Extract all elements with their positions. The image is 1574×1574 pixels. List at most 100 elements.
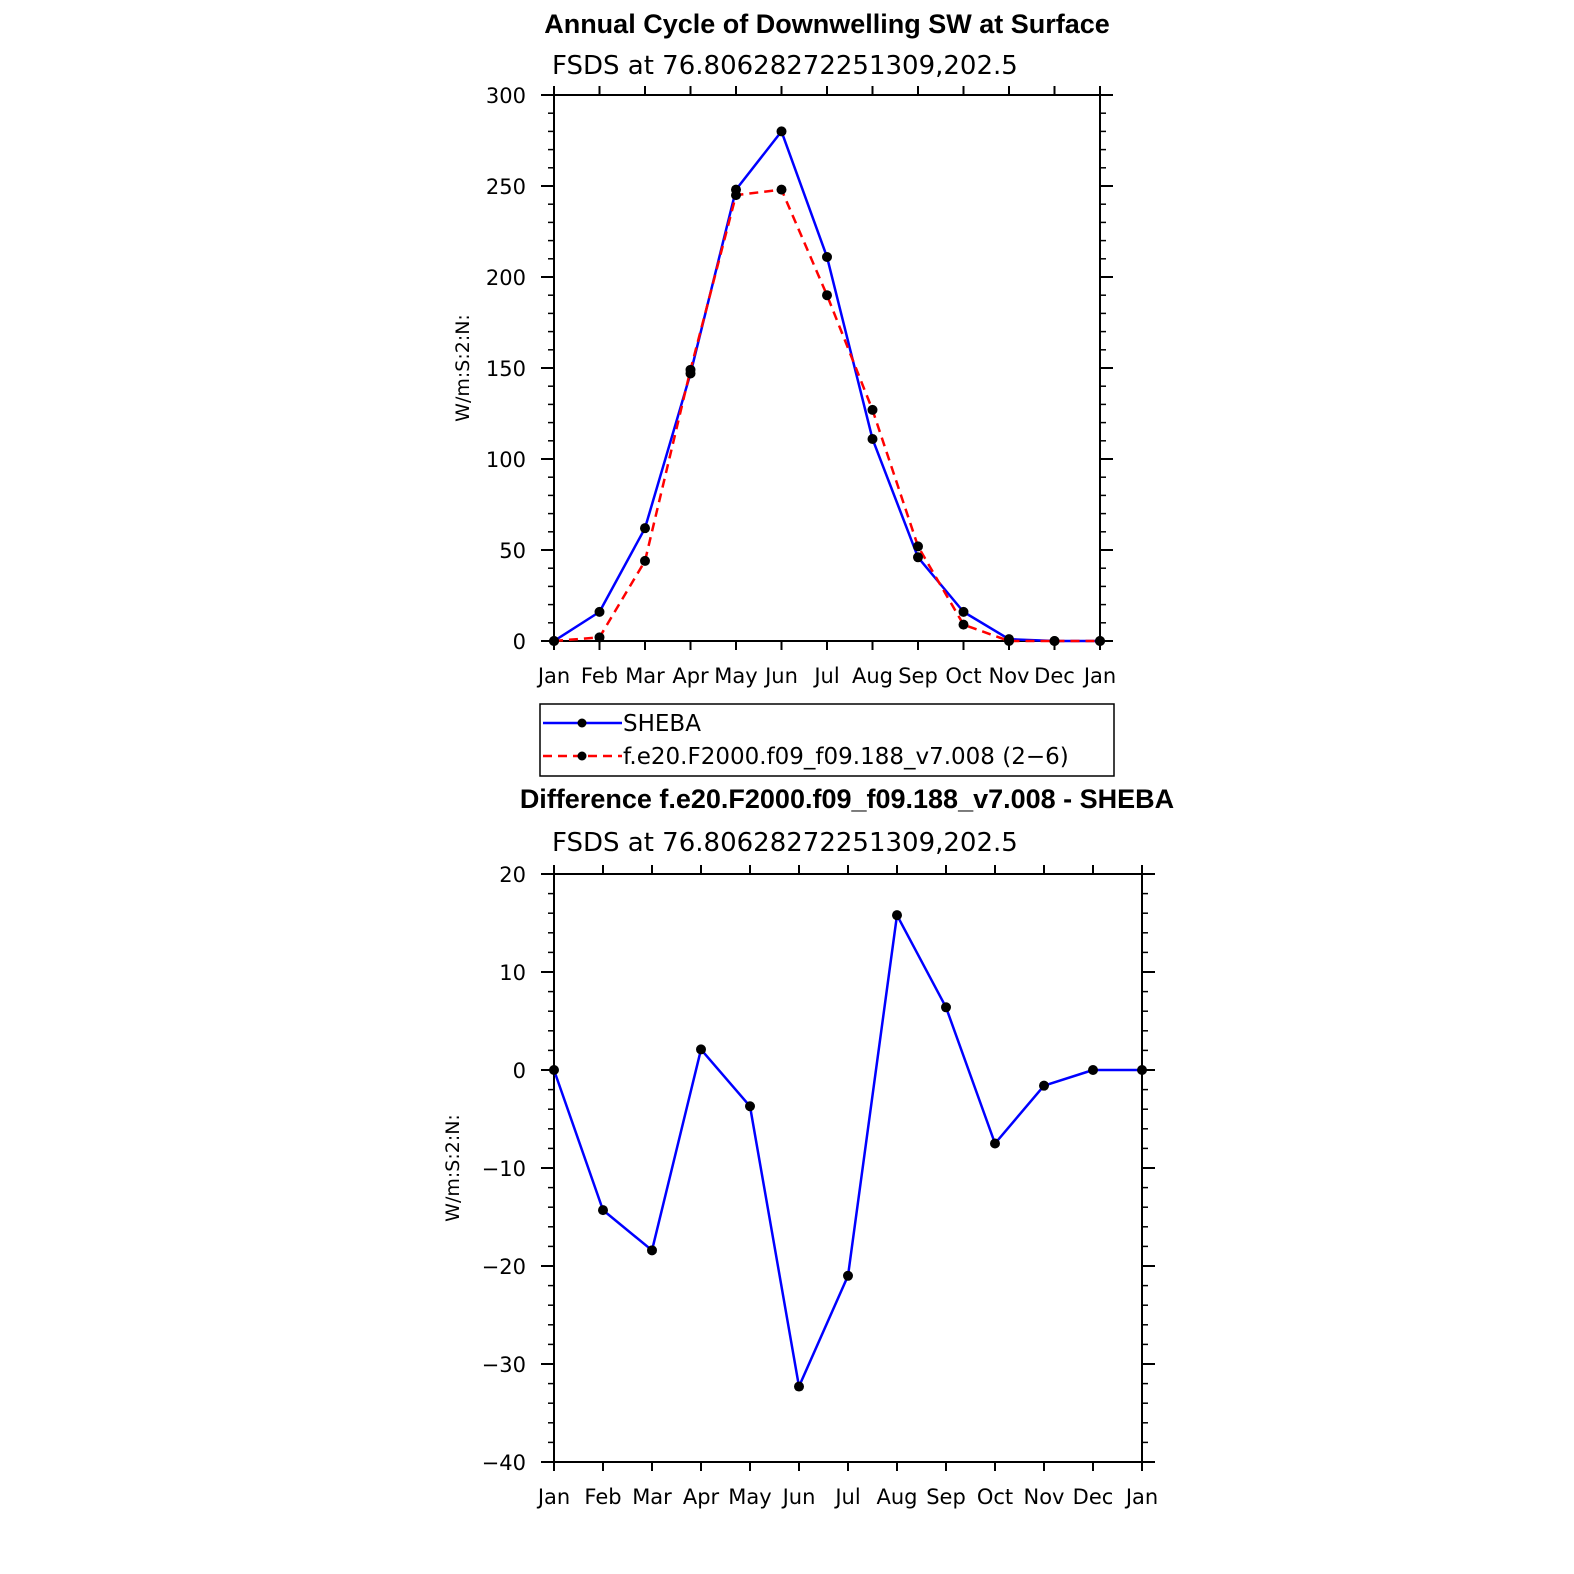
data-point [892,910,902,921]
y-tick-label: −40 [482,1451,526,1475]
data-point [1137,1065,1147,1075]
data-point [776,184,787,195]
data-point [867,433,878,444]
y-tick-labels: −40 −30 −20 −10 0 10 20 [482,863,526,1475]
data-point [1095,636,1105,646]
y-tick-label: 20 [499,863,526,887]
data-point [822,290,832,301]
data-point [958,606,969,617]
data-point [1004,636,1014,646]
data-point [549,636,559,646]
legend-marker-model [577,751,587,761]
data-point [958,619,969,630]
y-tick-label: 50 [499,539,526,563]
x-tick-label: Mar [625,664,665,688]
series-line-0 [552,913,1142,1388]
data-point [745,1101,755,1112]
x-tick-labels: Jan Feb Mar Apr May Jun Jul Aug Sep Oct Nov Dec Jan [536,1485,1158,1509]
data-point [647,1245,657,1256]
annual-cycle-chart: Annual Cycle of Downwelling SW at Surfac… [452,9,1116,777]
series-line-0 [553,130,1100,643]
chart-title: Annual Cycle of Downwelling SW at Surfac… [544,9,1110,39]
x-tick-label: Jan [536,1485,570,1509]
x-tick-label: Jan [536,664,570,688]
data-point [549,1065,559,1075]
x-tick-label: Oct [977,1485,1013,1509]
ticks [541,86,1113,650]
y-tick-label: 300 [486,84,526,108]
x-tick-label: Feb [581,664,618,688]
legend-label-model: f.e20.F2000.f09_f09.188_v7.008 (2−6) [623,744,1069,770]
ticks [541,865,1155,1471]
data-points [549,910,1147,1392]
x-tick-label: Aug [876,1485,917,1509]
x-tick-label: Jan [1082,664,1116,688]
legend: SHEBA f.e20.F2000.f09_f09.188_v7.008 (2−… [539,703,1115,777]
x-tick-label: Apr [672,664,709,688]
data-point [913,541,923,552]
data-point [990,1138,1000,1149]
data-point [794,1381,804,1392]
data-point [731,190,741,201]
data-point [594,606,605,617]
data-point [941,1002,951,1013]
data-point [594,632,605,643]
x-tick-label: Jun [763,664,798,688]
x-tick-label: Jun [781,1485,816,1509]
chart-subtitle: FSDS at 76.80628272251309,202.5 [552,51,1018,81]
data-point [867,404,878,415]
x-tick-label: Apr [683,1485,720,1509]
data-point [776,126,787,137]
data-point [1049,636,1060,646]
difference-chart: Difference f.e20.F2000.f09_f09.188_v7.00… [442,784,1174,1509]
y-tick-label: 200 [486,266,526,290]
x-tick-label: Sep [926,1485,966,1509]
data-point [1039,1080,1049,1091]
y-tick-label: 10 [499,961,526,985]
y-axis-label: W/m:S:2:N: [452,314,474,422]
data-point [685,364,696,375]
data-point [640,555,650,566]
chart-subtitle: FSDS at 76.80628272251309,202.5 [552,828,1018,858]
x-tick-label: Mar [632,1485,672,1509]
data-point [913,552,923,563]
y-tick-label: −30 [482,1353,526,1377]
data-point [843,1270,853,1281]
x-tick-label: Dec [1034,664,1075,688]
x-tick-labels: Jan Feb Mar Apr May Jun Jul Aug Sep Oct Nov Dec Jan [536,664,1116,688]
data-points [549,126,1105,646]
x-tick-label: Dec [1073,1485,1114,1509]
y-tick-label: 0 [513,630,526,654]
data-point [598,1205,608,1216]
legend-label-sheba: SHEBA [623,711,701,737]
y-tick-label: 250 [486,175,526,199]
series-lines [552,913,1142,1388]
chart-title: Difference f.e20.F2000.f09_f09.188_v7.00… [520,784,1174,814]
x-tick-label: Oct [945,664,981,688]
y-tick-label: 150 [486,357,526,381]
legend-marker-sheba [577,718,587,728]
y-tick-label: −10 [482,1157,526,1181]
x-tick-label: Nov [1024,1485,1065,1509]
plot-frame [553,94,1101,642]
data-point [640,523,650,534]
data-point [822,251,832,262]
y-tick-label: 100 [486,448,526,472]
plot-frame [553,873,1143,1463]
series-lines [553,130,1100,643]
x-tick-label: Aug [852,664,893,688]
x-tick-label: May [728,1485,771,1509]
x-tick-label: Jul [812,664,839,688]
x-tick-label: Feb [584,1485,621,1509]
x-tick-label: May [714,664,757,688]
y-axis-label: W/m:S:2:N: [442,1114,464,1222]
data-point [696,1044,706,1055]
y-tick-label: 0 [513,1059,526,1083]
legend-box [539,703,1115,777]
x-tick-label: Jan [1124,1485,1158,1509]
data-point [1088,1065,1098,1075]
x-tick-label: Sep [898,664,938,688]
y-tick-label: −20 [482,1255,526,1279]
x-tick-label: Jul [833,1485,860,1509]
